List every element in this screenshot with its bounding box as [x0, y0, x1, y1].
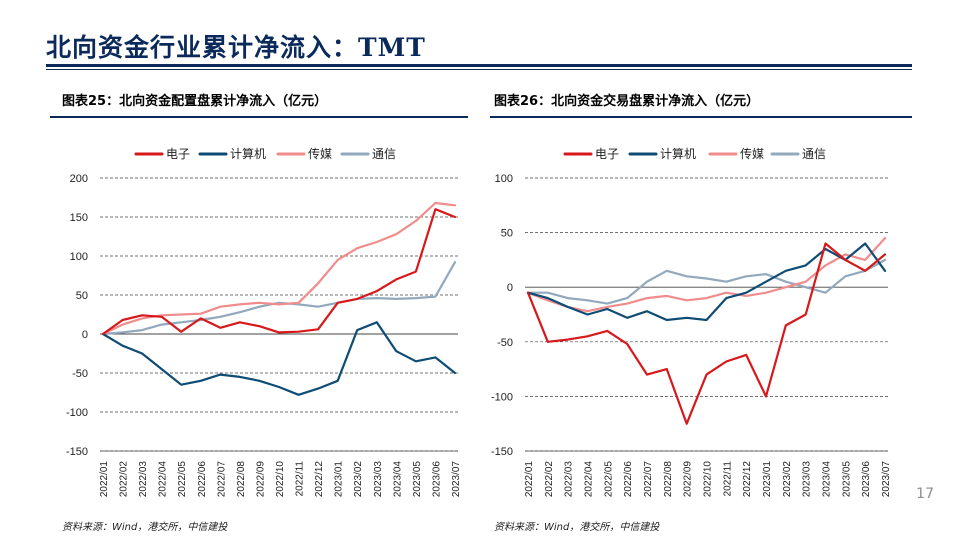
y-tick-label: -150: [66, 446, 88, 458]
y-tick-label: -100: [491, 391, 513, 403]
x-tick-label: 2022/06: [197, 461, 208, 498]
x-tick-label: 2022/04: [584, 461, 595, 498]
chart-title-rule-left: [50, 116, 468, 118]
y-tick-label: 0: [507, 282, 513, 294]
x-tick-label: 2022/09: [255, 461, 266, 498]
chart-title-rule-right: [490, 116, 912, 118]
x-tick-label: 2022/07: [216, 461, 227, 498]
y-tick-label: -150: [491, 446, 513, 458]
y-tick-label: 100: [495, 173, 513, 185]
right-line-chart: -150 -100 -50 0 50 100 2022/01 2022/02 2022/03 20…: [491, 146, 892, 498]
source-note-right: 资料来源：Wind，港交所，中信建投: [494, 522, 660, 533]
series-line: [101, 208, 457, 336]
x-tick-label: 2022/12: [742, 461, 753, 498]
y-tick-label: 150: [70, 212, 88, 224]
x-tick-label: 2023/07: [881, 461, 892, 498]
x-tick-label: 2022/03: [138, 461, 149, 498]
legend-label: 计算机: [660, 146, 696, 161]
x-tick-label: 2022/02: [119, 461, 130, 498]
series-line: [101, 201, 457, 336]
legend-label: 电子: [595, 147, 619, 161]
x-tick-label: 2022/11: [722, 461, 733, 497]
y-tick-label: 50: [76, 290, 88, 302]
legend-label: 电子: [166, 147, 190, 161]
series-line: [101, 261, 457, 336]
x-tick-label: 2023/05: [841, 461, 852, 498]
x-tick-label: 2023/03: [802, 461, 813, 498]
chart-title-left: 图表25：北向资金配置盘累计净流入（亿元）: [62, 94, 328, 109]
legend-label: 传媒: [740, 146, 764, 161]
x-tick-label: 2023/01: [334, 461, 345, 498]
x-tick-label: 2022/02: [544, 461, 555, 498]
x-tick-label: 2023/01: [762, 461, 773, 498]
page-number: 17: [916, 486, 934, 502]
y-tick-label: -50: [497, 337, 513, 349]
x-tick-label: 2023/07: [451, 461, 462, 498]
title-rule: [46, 64, 912, 67]
y-tick-label: -100: [66, 407, 88, 419]
title-rule-thin: [46, 69, 912, 70]
series-line: [526, 242, 887, 425]
legend-label: 通信: [372, 147, 396, 161]
x-tick-label: 2022/08: [236, 461, 247, 498]
x-tick-label: 2022/01: [524, 461, 535, 498]
x-tick-label: 2022/08: [663, 461, 674, 498]
x-tick-label: 2022/10: [703, 461, 714, 498]
x-tick-label: 2022/11: [295, 461, 306, 497]
series-line: [526, 236, 887, 313]
series-line: [101, 321, 457, 396]
x-tick-label: 2022/04: [158, 461, 169, 498]
y-tick-label: 50: [501, 228, 513, 240]
x-tick-label: 2023/02: [353, 461, 364, 498]
y-tick-label: 0: [82, 329, 88, 341]
series-line: [526, 258, 887, 305]
x-tick-label: 2022/10: [275, 461, 286, 498]
x-tick-label: 2023/06: [431, 461, 442, 498]
x-tick-label: 2022/05: [603, 461, 614, 498]
legend-label: 通信: [802, 147, 826, 161]
x-tick-label: 2023/05: [412, 461, 423, 498]
x-tick-label: 2023/03: [373, 461, 384, 498]
chart-title-right: 图表26：北向资金交易盘累计净流入（亿元）: [494, 94, 760, 109]
x-tick-label: 2022/09: [683, 461, 694, 498]
page-title: 北向资金行业累计净流入：TMT: [46, 33, 426, 62]
legend-label: 计算机: [230, 146, 266, 161]
x-tick-label: 2022/03: [564, 461, 575, 498]
left-line-chart: -150 -100 -50 0 50 100 150 200 2022/01 2022/02 202…: [66, 146, 462, 498]
x-tick-label: 2022/01: [99, 461, 110, 498]
x-tick-label: 2023/06: [861, 461, 872, 498]
x-tick-label: 2022/05: [177, 461, 188, 498]
y-tick-label: -50: [72, 368, 88, 380]
series-line: [526, 242, 887, 322]
x-tick-label: 2022/06: [623, 461, 634, 498]
source-note-left: 资料来源：Wind，港交所，中信建投: [62, 522, 228, 533]
legend-label: 传媒: [308, 146, 332, 161]
x-tick-label: 2023/04: [822, 461, 833, 498]
x-tick-label: 2023/04: [392, 461, 403, 498]
y-tick-label: 200: [70, 173, 88, 185]
x-tick-label: 2022/12: [314, 461, 325, 498]
y-tick-label: 100: [70, 251, 88, 263]
x-tick-label: 2023/02: [782, 461, 793, 498]
x-tick-label: 2022/07: [643, 461, 654, 498]
